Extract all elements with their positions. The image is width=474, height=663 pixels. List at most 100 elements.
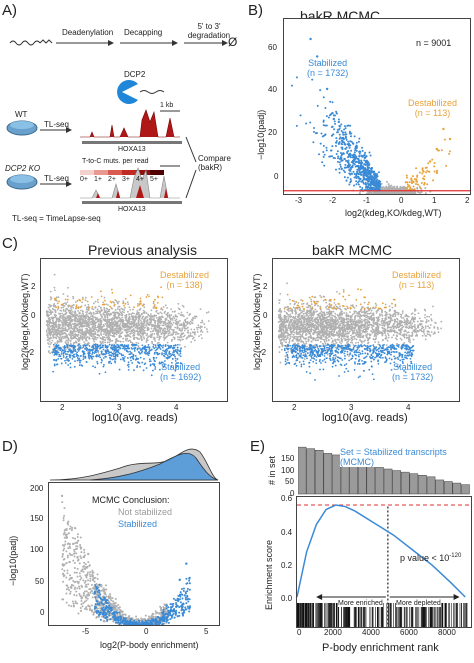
ma-point	[192, 336, 195, 339]
ma-point	[72, 303, 75, 306]
ma-point	[122, 300, 125, 302]
ma-point	[76, 314, 79, 317]
ma-stabilized-point	[174, 344, 177, 347]
ma-stabilized-point	[95, 349, 97, 352]
ma-point	[70, 327, 73, 330]
ma-point	[178, 320, 181, 322]
stabilized-point	[369, 187, 372, 190]
ma-point	[151, 330, 154, 333]
ma-stabilized-point	[148, 358, 151, 361]
destabilized-data-point	[428, 160, 432, 163]
ma-point	[53, 346, 56, 349]
destabilized-point	[405, 176, 408, 179]
ma-stabilized-point	[102, 365, 105, 368]
ma-destabilized-point	[76, 299, 79, 302]
ma-stabilized-point	[91, 351, 94, 354]
ma-point	[106, 308, 109, 311]
ma-point	[77, 333, 80, 336]
stabilized-point	[339, 165, 342, 168]
stabilized-point	[332, 156, 335, 159]
ma-point	[78, 311, 81, 314]
ma-point	[65, 333, 68, 336]
ma-destabilized-point	[156, 301, 159, 304]
ma-point	[131, 332, 133, 335]
ma-stabilized-point	[176, 349, 179, 351]
ma-stabilized-point	[83, 352, 86, 355]
ma-stabilized-point	[168, 350, 171, 353]
ma-point	[158, 317, 161, 320]
ma-stabilized-point	[87, 355, 90, 358]
ma-point	[69, 334, 72, 337]
stabilized-point	[323, 164, 326, 167]
ma-stabilized-point	[179, 355, 182, 357]
ma-stabilized-point	[137, 350, 140, 353]
ma-point	[101, 325, 104, 328]
ma-point	[421, 334, 424, 337]
destabilized-point	[423, 182, 426, 185]
c-left-destabilized: Destabilized (n = 138)	[160, 270, 210, 290]
ma-point	[101, 316, 104, 319]
ma-point	[69, 339, 71, 342]
ma-stabilized-point	[152, 356, 155, 359]
ma-point	[181, 328, 184, 331]
ma-point	[84, 315, 86, 318]
ma-point	[132, 322, 134, 325]
ma-point	[71, 332, 74, 335]
ma-stabilized-point	[160, 345, 163, 347]
ma-point	[71, 315, 74, 318]
compare-label: Compare (bakR)	[198, 154, 231, 172]
ma-point	[200, 333, 203, 336]
ma-point	[66, 323, 69, 326]
ma-point	[103, 310, 106, 313]
ma-point	[99, 337, 102, 340]
ma-point	[94, 333, 97, 335]
ma-point	[60, 340, 63, 343]
stabilized-data-point	[352, 155, 355, 158]
destabilized-point	[412, 185, 415, 188]
ma-point	[162, 328, 165, 331]
ma-stabilized-point	[74, 350, 77, 353]
ma-point	[73, 327, 75, 330]
ma-stabilized-point	[141, 348, 143, 351]
ma-stabilized-point	[76, 359, 79, 362]
stabilized-point	[333, 114, 336, 117]
ma-point	[162, 306, 165, 308]
stabilized-point	[340, 167, 343, 170]
stabilized-point	[358, 155, 361, 158]
ma-point	[50, 341, 53, 344]
ma-destabilized-point	[86, 300, 89, 303]
ma-stabilized-point	[148, 350, 150, 353]
destabilized-point	[427, 162, 430, 165]
ma-point	[90, 320, 93, 323]
ma-point	[153, 315, 156, 318]
ma-point	[119, 340, 122, 343]
stabilized-point	[349, 178, 352, 181]
stabilized-point	[340, 154, 343, 157]
ma-point	[183, 334, 186, 337]
ma-point	[146, 321, 149, 323]
ma-stabilized-point	[132, 343, 134, 346]
destabilized-point	[416, 183, 419, 186]
ma-point	[142, 322, 145, 325]
ma-point	[174, 326, 177, 329]
stabilized-point	[343, 125, 346, 128]
destabilized-point	[408, 181, 411, 184]
ma-point	[125, 314, 128, 317]
ma-stabilized-point	[130, 351, 133, 354]
ma-stabilized-point	[121, 344, 124, 347]
ma-point	[177, 326, 179, 329]
ma-stabilized-point	[94, 345, 97, 348]
ma-point	[60, 306, 63, 309]
ma-stabilized-point	[139, 347, 141, 350]
ma-point	[146, 332, 149, 335]
ma-point	[55, 336, 57, 339]
ma-stabilized-point	[153, 347, 156, 350]
ma-point	[87, 331, 90, 334]
ma-stabilized-point	[94, 343, 97, 346]
ma-point	[166, 328, 169, 331]
stabilized-point	[369, 154, 372, 157]
ma-destabilized-point	[141, 304, 144, 307]
ma-point	[86, 324, 88, 327]
ma-point	[65, 348, 67, 350]
ma-point	[183, 322, 185, 325]
